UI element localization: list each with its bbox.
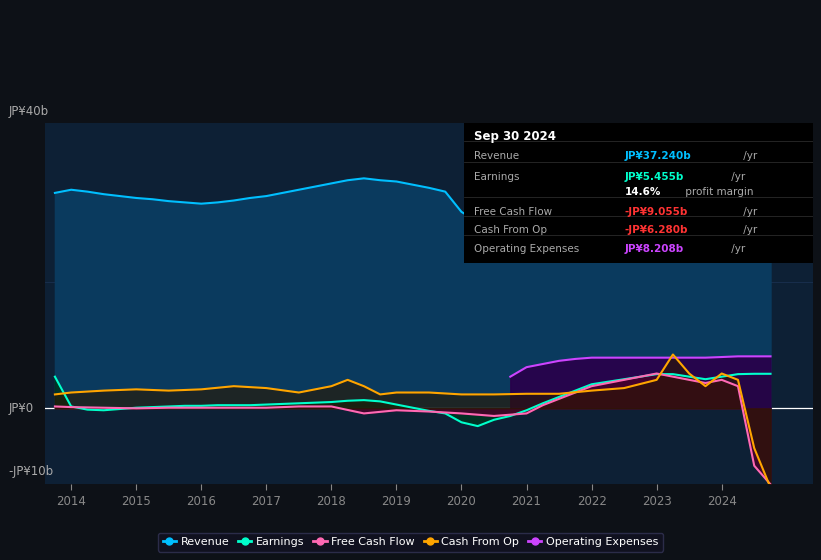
Text: Sep 30 2024: Sep 30 2024 bbox=[475, 130, 557, 143]
Text: Free Cash Flow: Free Cash Flow bbox=[475, 207, 553, 217]
Text: Cash From Op: Cash From Op bbox=[475, 225, 548, 235]
Text: /yr: /yr bbox=[728, 244, 745, 254]
Text: /yr: /yr bbox=[740, 225, 757, 235]
Legend: Revenue, Earnings, Free Cash Flow, Cash From Op, Operating Expenses: Revenue, Earnings, Free Cash Flow, Cash … bbox=[158, 533, 663, 552]
Text: Operating Expenses: Operating Expenses bbox=[475, 244, 580, 254]
Text: JP¥40b: JP¥40b bbox=[8, 105, 48, 118]
Text: Earnings: Earnings bbox=[475, 172, 520, 182]
Text: JP¥8.208b: JP¥8.208b bbox=[624, 244, 684, 254]
Text: /yr: /yr bbox=[740, 151, 757, 161]
Text: JP¥5.455b: JP¥5.455b bbox=[624, 172, 684, 182]
Text: -JP¥6.280b: -JP¥6.280b bbox=[624, 225, 688, 235]
Text: -JP¥10b: -JP¥10b bbox=[8, 465, 53, 478]
Text: JP¥37.240b: JP¥37.240b bbox=[624, 151, 691, 161]
Text: Revenue: Revenue bbox=[475, 151, 520, 161]
Text: 14.6%: 14.6% bbox=[624, 187, 661, 197]
Text: profit margin: profit margin bbox=[682, 187, 754, 197]
Text: /yr: /yr bbox=[728, 172, 745, 182]
Text: JP¥0: JP¥0 bbox=[8, 402, 34, 415]
Text: -JP¥9.055b: -JP¥9.055b bbox=[624, 207, 688, 217]
Text: /yr: /yr bbox=[740, 207, 757, 217]
